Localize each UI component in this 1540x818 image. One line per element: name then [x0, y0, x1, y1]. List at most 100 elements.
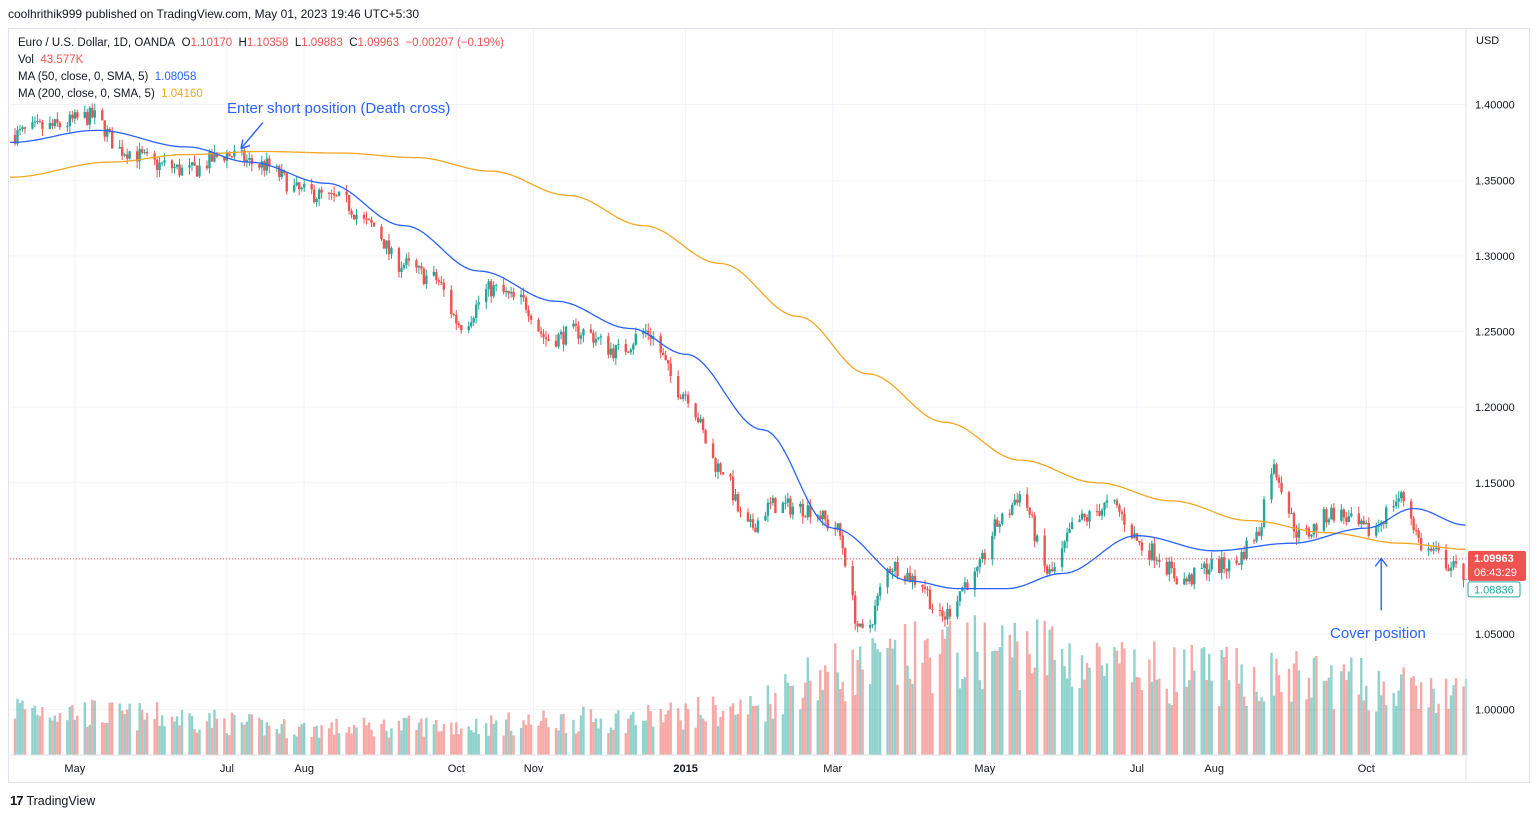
volume-bar [1340, 671, 1343, 755]
volume-bar [1327, 677, 1331, 755]
volume-bar [1208, 653, 1211, 755]
volume-bar [422, 736, 426, 755]
volume-bar [1292, 663, 1296, 755]
volume-bar [554, 728, 558, 755]
candle [774, 498, 777, 514]
volume-bar [826, 671, 829, 755]
y-tick-label: 1.05000 [1475, 629, 1515, 641]
volume-bar [1070, 686, 1074, 755]
volume-bar [1105, 663, 1109, 755]
volume-bar [686, 709, 690, 755]
y-tick-label: 1.30000 [1475, 251, 1515, 263]
volume-bar [666, 710, 670, 755]
ma200-label[interactable]: MA (200, close, 0, SMA, 5) [18, 88, 155, 100]
chart-frame[interactable] [8, 28, 1530, 783]
volume-bar [876, 649, 879, 755]
candle [1035, 535, 1039, 542]
volume-bar [1028, 654, 1031, 755]
candle [564, 326, 568, 345]
candle [1382, 522, 1385, 524]
volume-bar [170, 716, 174, 755]
volume-bar [704, 721, 707, 755]
volume-bar [1035, 619, 1039, 755]
volume-bar [300, 724, 303, 755]
volume-bar [749, 695, 752, 755]
volume-bar [1305, 699, 1308, 755]
volume-bar [240, 722, 244, 755]
volume-bar [492, 723, 495, 755]
volume-bar [1222, 657, 1226, 755]
candle [472, 317, 475, 323]
volume-bar [928, 657, 932, 755]
volume-bar [617, 710, 620, 755]
volume-bar [1432, 688, 1435, 755]
volume-bar [195, 732, 199, 755]
volume-bar [160, 715, 164, 755]
volume-bar [1462, 686, 1465, 755]
volume-label[interactable]: Vol [18, 54, 34, 66]
candle [302, 184, 306, 188]
footer[interactable]: 17 TradingView [10, 793, 95, 808]
volume-bar [662, 722, 665, 755]
volume-bar [1068, 643, 1071, 755]
volume-bar [1175, 692, 1178, 755]
candle [263, 161, 266, 171]
candle [911, 575, 914, 582]
volume-bar [93, 700, 96, 755]
candle [1235, 560, 1238, 564]
volume-bar [1135, 677, 1139, 755]
volume-bar [716, 726, 720, 755]
ma50-label[interactable]: MA (50, close, 0, SMA, 5) [18, 71, 149, 83]
candle [993, 519, 996, 536]
candle [612, 348, 615, 359]
volume-bar [976, 651, 979, 755]
volume-bar [1399, 674, 1403, 755]
candle [1063, 541, 1066, 549]
candle [1018, 494, 1021, 503]
candle [1060, 548, 1064, 567]
candle [1048, 569, 1051, 574]
grid [10, 29, 1466, 755]
candle [1148, 550, 1151, 560]
volume-bar [1140, 689, 1144, 755]
y-axis: 1.40000 1.35000 1.30000 1.25000 1.20000 1.150… [1465, 29, 1515, 782]
candle [240, 150, 244, 152]
candle [1292, 513, 1296, 532]
volume-bar [1205, 680, 1208, 755]
volume-bar [1280, 691, 1283, 755]
volume-bar [1330, 665, 1333, 755]
volume-bar [385, 730, 388, 755]
volume-bar [756, 705, 760, 755]
volume-bar [1100, 665, 1104, 755]
volume-bar [143, 719, 146, 755]
candle [948, 608, 952, 617]
volume-bar [243, 724, 246, 755]
candle [1222, 557, 1226, 569]
candle [856, 623, 859, 627]
volume-bar [612, 729, 615, 755]
candle [1350, 513, 1353, 517]
candle [492, 285, 495, 297]
candle [1417, 530, 1420, 538]
candle [118, 146, 121, 149]
volume-bar [1130, 682, 1134, 755]
candle [405, 258, 408, 265]
candle [1454, 561, 1458, 564]
volume-bar [739, 699, 742, 755]
candle [1330, 507, 1333, 520]
candle [1345, 517, 1348, 522]
candle [31, 122, 34, 129]
volume-bar [140, 709, 144, 755]
volume-bar [365, 725, 368, 755]
candle [494, 284, 498, 286]
candle [1434, 547, 1438, 549]
candle [1001, 513, 1004, 525]
volume-bar [407, 715, 411, 755]
symbol-name[interactable]: Euro / U.S. Dollar, 1D, OANDA [18, 37, 176, 49]
candle [731, 476, 735, 501]
volume-bar [1427, 707, 1430, 755]
volume-bar [390, 728, 393, 755]
candle [958, 591, 962, 602]
volume-bar [158, 725, 161, 755]
